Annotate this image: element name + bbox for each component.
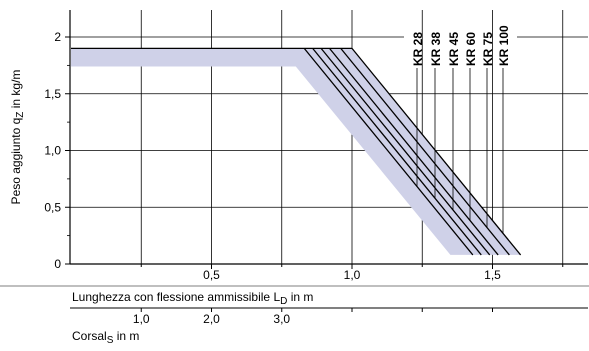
series-line-kr-60 xyxy=(329,47,499,256)
series-line-kr-38 xyxy=(312,47,482,256)
x2-axis-title: CorsalS in m xyxy=(72,329,139,346)
legend-label-kr-100: KR 100 xyxy=(497,25,511,66)
band-layer xyxy=(71,48,521,255)
y-tick-label: 1,0 xyxy=(44,144,61,158)
legend-label-kr-28: KR 28 xyxy=(411,32,425,66)
y-axis-title: Peso aggiunto qZ in kg/m xyxy=(9,70,26,205)
x2-tick-label: 2,0 xyxy=(203,312,220,326)
label-layer: KR 28 KR 38 KR 45 KR 60 KR 75 KR 100 0 0,5 1,0 1,… xyxy=(9,25,511,346)
x2-tick-label: 1,0 xyxy=(133,312,150,326)
series-line-kr-75 xyxy=(340,47,510,256)
legend-label-kr-75: KR 75 xyxy=(481,32,495,66)
axis-layer xyxy=(0,10,589,312)
y-tick-label: 0,5 xyxy=(44,200,61,214)
x2-tick-label: 3,0 xyxy=(273,312,290,326)
x-tick-label: 1,0 xyxy=(344,268,361,282)
legend-label-kr-60: KR 60 xyxy=(464,32,478,66)
series-line-kr-45 xyxy=(320,47,491,256)
shaded-band xyxy=(71,48,521,255)
legend-label-kr-45: KR 45 xyxy=(447,32,461,66)
series-layer xyxy=(71,47,522,256)
y-tick-label: 0 xyxy=(54,257,61,271)
legend-label-kr-38: KR 38 xyxy=(429,32,443,66)
x-tick-label: 1,5 xyxy=(484,268,501,282)
y-tick-label: 1,5 xyxy=(44,87,61,101)
x-tick-label: 0,5 xyxy=(203,268,220,282)
x-axis-title: Lunghezza con flessione ammissibile LD i… xyxy=(72,290,313,307)
y-tick-label: 2 xyxy=(54,30,61,44)
series-line-kr-28 xyxy=(303,47,474,256)
series-line-kr-100 xyxy=(351,47,522,256)
